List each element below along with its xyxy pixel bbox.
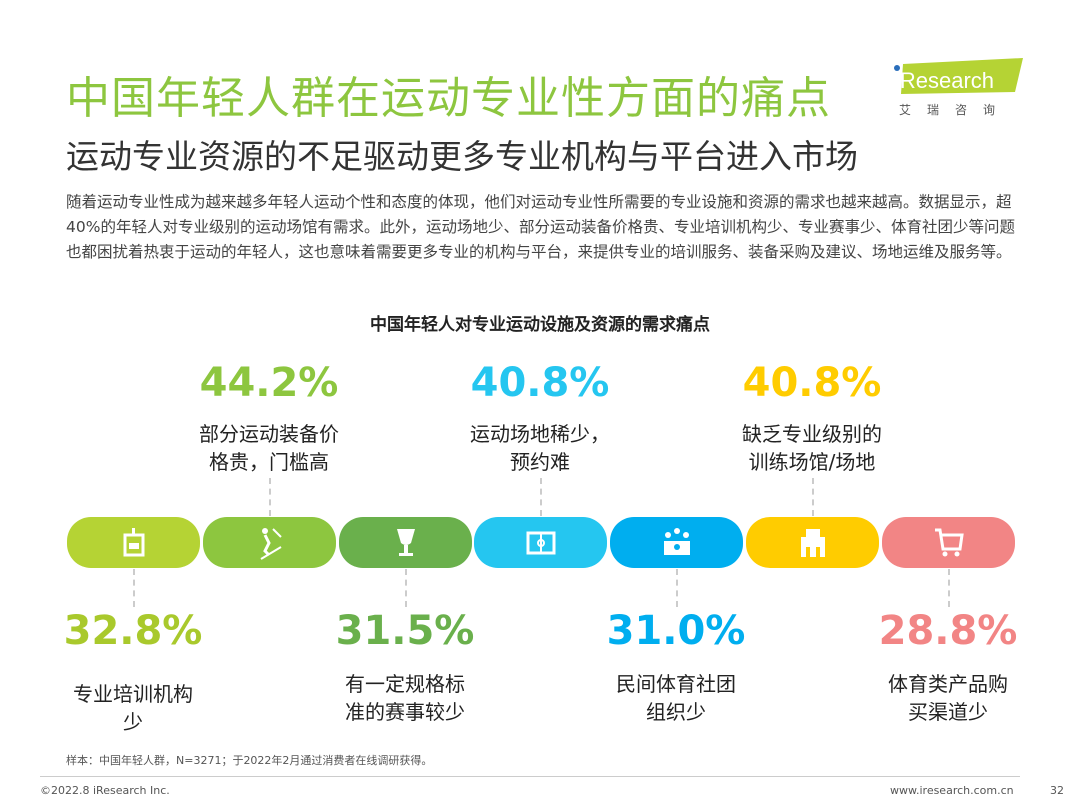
percentage-value: 31.5% bbox=[335, 608, 475, 654]
pill-7 bbox=[882, 517, 1015, 568]
pill-3 bbox=[339, 517, 472, 568]
page-subtitle: 运动专业资源的不足驱动更多专业机构与平台进入市场 bbox=[66, 137, 858, 176]
pill-4 bbox=[474, 517, 607, 568]
connector-line bbox=[948, 569, 950, 607]
percentage-value: 44.2% bbox=[199, 360, 339, 406]
percentage-value: 40.8% bbox=[470, 360, 610, 406]
court-icon bbox=[526, 531, 555, 554]
training-icon bbox=[123, 527, 144, 556]
body-text: 随着运动专业性成为越来越多年轻人运动个性和态度的体现，他们对运动专业性所需要的专… bbox=[66, 193, 1015, 261]
percentage-value: 28.8% bbox=[878, 608, 1018, 654]
connector-line bbox=[812, 478, 814, 516]
copyright: ©2022.8 iResearch Inc. bbox=[40, 784, 170, 797]
percentage-value: 31.0% bbox=[606, 608, 746, 654]
connector-line bbox=[405, 569, 407, 607]
pain-point-label: 缺乏专业级别的训练场馆/场地 bbox=[742, 422, 882, 474]
pain-point-label: 专业培训机构少 bbox=[73, 682, 193, 734]
connector-line bbox=[540, 478, 542, 516]
svg-text:iResearch: iResearch bbox=[895, 68, 994, 93]
website: www.iresearch.com.cn bbox=[890, 784, 1014, 797]
footnote: 样本：中国年轻人群，N=3271；于2022年2月通过消费者在线调研获得。 bbox=[66, 754, 433, 767]
percentage-value: 40.8% bbox=[742, 360, 882, 406]
trophy-icon bbox=[396, 528, 415, 556]
pain-point-label: 运动场地稀少，预约难 bbox=[470, 422, 610, 474]
pill-5 bbox=[610, 517, 743, 568]
page-number: 32 bbox=[1050, 784, 1064, 797]
percentage-value: 32.8% bbox=[63, 608, 203, 654]
pill-2 bbox=[203, 517, 336, 568]
group-icon bbox=[663, 527, 690, 555]
pain-point-label: 体育类产品购买渠道少 bbox=[888, 672, 1008, 724]
connector-line bbox=[676, 569, 678, 607]
connector-line bbox=[133, 569, 135, 607]
iresearch-logo: iResearch 艾 瑞 咨 询 bbox=[893, 58, 1023, 117]
cart-icon bbox=[934, 528, 964, 556]
pain-point-label: 部分运动装备价格贵，门槛高 bbox=[199, 422, 339, 474]
pill-1 bbox=[67, 517, 200, 568]
chart-title: 中国年轻人对专业运动设施及资源的需求痛点 bbox=[370, 315, 710, 335]
connector-line bbox=[269, 478, 271, 516]
building-icon bbox=[800, 528, 825, 557]
pill-6 bbox=[746, 517, 879, 568]
skier-icon bbox=[259, 527, 282, 560]
divider bbox=[40, 776, 1020, 777]
svg-text:艾 瑞 咨 询: 艾 瑞 咨 询 bbox=[899, 102, 997, 116]
pain-point-label: 有一定规格标准的赛事较少 bbox=[345, 672, 465, 724]
page-title: 中国年轻人群在运动专业性方面的痛点 bbox=[66, 73, 831, 124]
pain-point-label: 民间体育社团组织少 bbox=[616, 672, 736, 724]
